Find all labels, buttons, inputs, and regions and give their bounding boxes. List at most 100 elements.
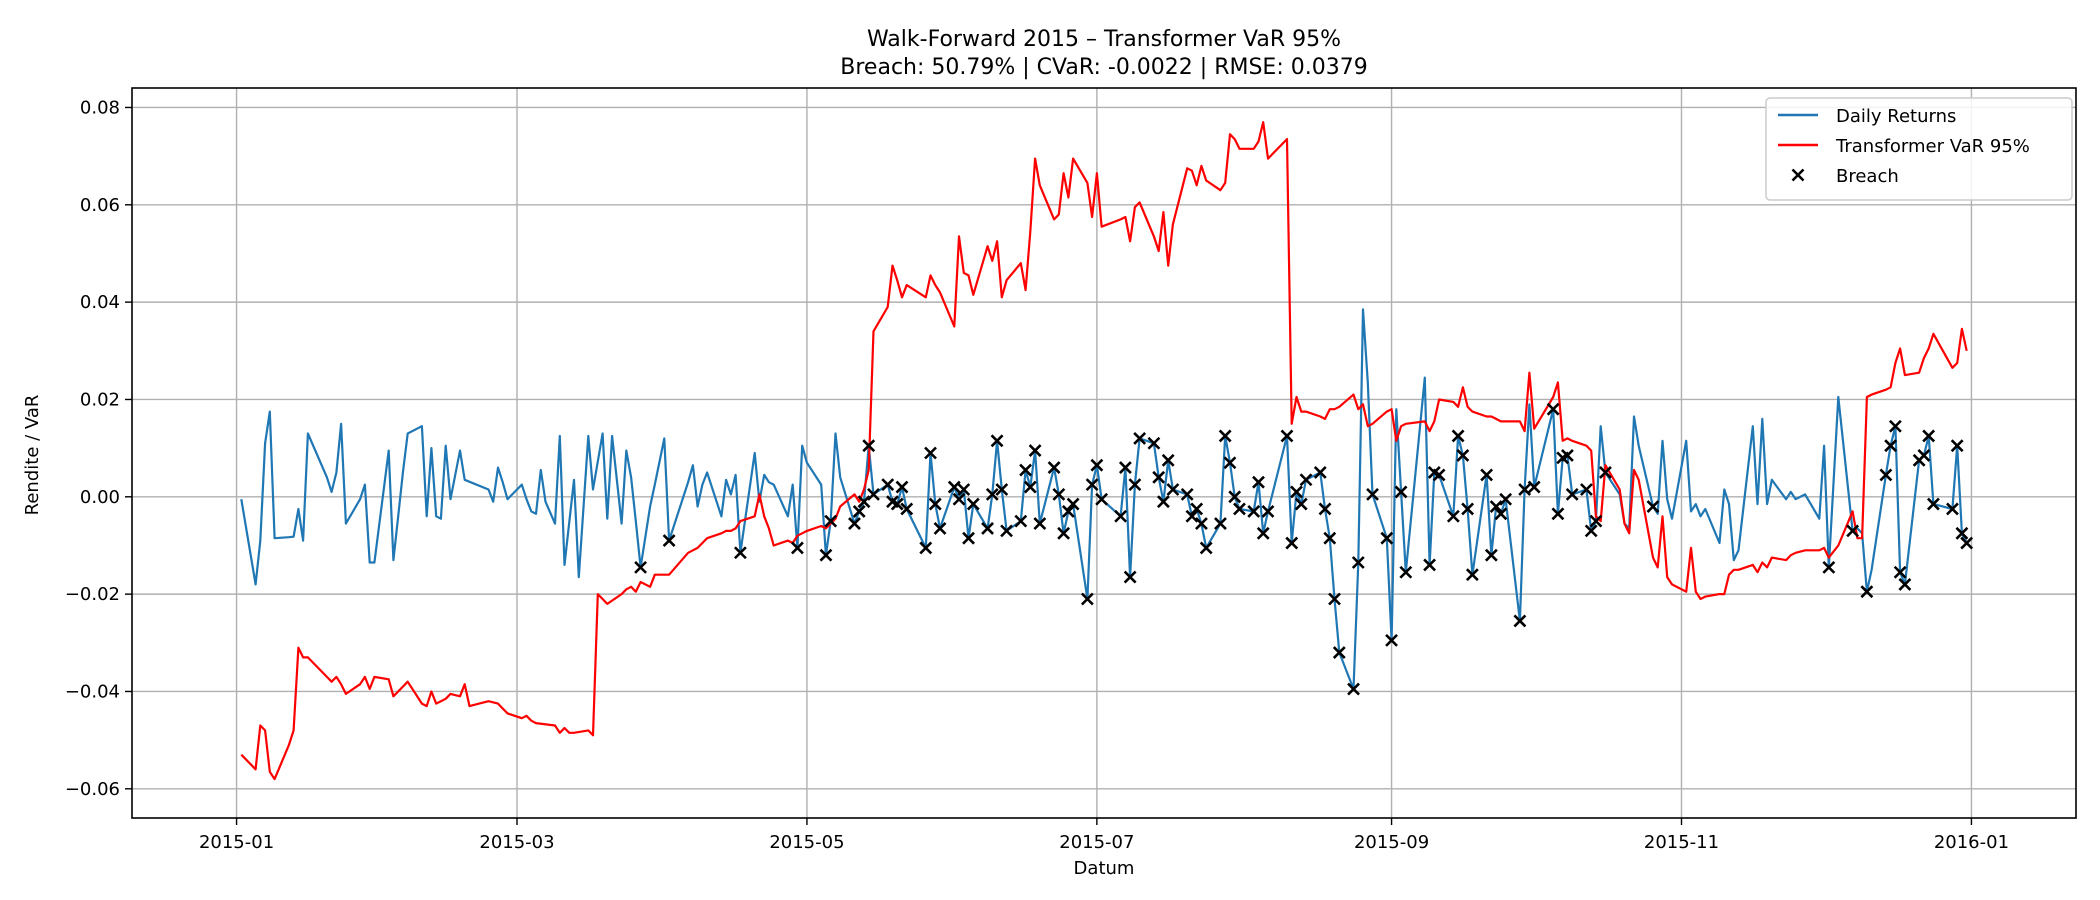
plot-frame bbox=[131, 87, 2077, 819]
breach-marker bbox=[1114, 509, 1128, 523]
breach-marker bbox=[1156, 495, 1170, 509]
legend-label-transformer-var: Transformer VaR 95% bbox=[1835, 136, 2030, 157]
breach-marker bbox=[1893, 565, 1907, 579]
breach-marker bbox=[1152, 470, 1166, 484]
breach-marker bbox=[1399, 565, 1413, 579]
breach-marker bbox=[1280, 429, 1294, 443]
breach-marker bbox=[1294, 497, 1308, 511]
breach-marker bbox=[1884, 439, 1898, 453]
breach-marker bbox=[1565, 487, 1579, 501]
x-tick-label: 2016-01 bbox=[1934, 832, 2009, 853]
breach-marker bbox=[1347, 682, 1360, 696]
breach-marker bbox=[1551, 507, 1565, 521]
y-tick-label: 0.06 bbox=[80, 195, 120, 216]
breach-marker bbox=[1161, 453, 1175, 467]
breach-marker bbox=[1214, 517, 1227, 530]
breach-marker bbox=[981, 522, 994, 535]
breach-marker bbox=[957, 483, 971, 496]
y-tick-label: 0.08 bbox=[80, 97, 120, 118]
breach-marker bbox=[1256, 526, 1270, 540]
breach-marker bbox=[1061, 504, 1075, 518]
breach-marker bbox=[1423, 558, 1436, 572]
breach-marker bbox=[1180, 487, 1194, 501]
breach-marker bbox=[1561, 449, 1574, 462]
breach-marker bbox=[1195, 517, 1208, 530]
breach-marker bbox=[1118, 461, 1132, 475]
breach-marker bbox=[1950, 439, 1964, 453]
breach-marker bbox=[1166, 483, 1180, 496]
breach-marker bbox=[1960, 536, 1974, 550]
breach-marker bbox=[1028, 444, 1042, 457]
breach-marker bbox=[1066, 497, 1080, 511]
breach-marker bbox=[1318, 502, 1332, 516]
breach-marker bbox=[990, 434, 1004, 448]
breach-marker bbox=[966, 497, 980, 511]
y-tick-label: 0.02 bbox=[80, 389, 120, 410]
breach-marker bbox=[1290, 485, 1303, 499]
legend-label-breach: Breach bbox=[1836, 166, 1899, 187]
breach-marker bbox=[1494, 507, 1508, 521]
breach-marker bbox=[1946, 502, 1959, 516]
breach-marker bbox=[1328, 592, 1341, 606]
breach-marker bbox=[824, 514, 838, 528]
breach-marker bbox=[1247, 504, 1261, 518]
breach-marker bbox=[1019, 463, 1032, 477]
breach-marker bbox=[900, 502, 914, 516]
series-layer bbox=[240, 121, 1974, 781]
breach-legend-marker bbox=[1791, 168, 1805, 182]
breach-marker bbox=[1599, 466, 1612, 479]
breach-marker bbox=[1000, 524, 1013, 538]
y-tick-label: −0.06 bbox=[65, 779, 120, 800]
breach-marker bbox=[1518, 483, 1532, 496]
breach-marker bbox=[1432, 468, 1446, 482]
breach-marker bbox=[995, 483, 1009, 496]
y-tick-label: 0.04 bbox=[80, 292, 120, 313]
x-tick-label: 2015-01 bbox=[199, 832, 274, 853]
breach-marker bbox=[1394, 485, 1408, 499]
x-tick-label: 2015-07 bbox=[1059, 832, 1134, 853]
breach-marker bbox=[1351, 556, 1365, 569]
chart-subtitle: Breach: 50.79% | CVaR: -0.0022 | RMSE: 0… bbox=[840, 55, 1367, 80]
breach-marker bbox=[933, 522, 947, 535]
breach-marker bbox=[1095, 492, 1109, 506]
breach-marker bbox=[1147, 436, 1161, 450]
breach-marker bbox=[848, 517, 861, 530]
breach-marker bbox=[1199, 541, 1213, 555]
breach-marker bbox=[1898, 577, 1912, 591]
breach-marker bbox=[895, 480, 909, 494]
breach-marker bbox=[1580, 483, 1593, 496]
breach-marker bbox=[1917, 449, 1931, 462]
x-tick-label: 2015-05 bbox=[769, 832, 844, 853]
y-tick-label: −0.02 bbox=[65, 584, 120, 605]
y-tick-label: −0.04 bbox=[65, 681, 120, 702]
grid bbox=[132, 88, 2076, 818]
legend: Daily Returns Transformer VaR 95% Breach bbox=[1765, 97, 2073, 201]
breach-marker bbox=[1228, 490, 1242, 504]
breach-marker bbox=[890, 497, 904, 511]
series-points-breach bbox=[634, 402, 1974, 696]
breach-marker bbox=[947, 480, 961, 494]
breach-marker bbox=[1456, 449, 1470, 462]
breach-marker bbox=[1446, 509, 1460, 523]
axes: 2015-01 2015-03 2015-05 2015-07 2015-09 2015-… bbox=[65, 87, 2077, 853]
series-line-daily-returns bbox=[240, 308, 1968, 691]
breach-marker bbox=[1489, 500, 1503, 513]
breach-marker bbox=[1085, 478, 1099, 492]
breach-marker bbox=[1584, 524, 1598, 538]
breach-marker bbox=[1513, 614, 1527, 628]
breach-marker bbox=[662, 534, 676, 548]
x-axis-label: Datum bbox=[1074, 858, 1135, 879]
breach-marker bbox=[733, 546, 747, 560]
breach-marker bbox=[1313, 466, 1327, 479]
y-tick-label: 0.00 bbox=[80, 487, 120, 508]
breach-marker bbox=[852, 504, 866, 518]
breach-marker bbox=[1461, 502, 1475, 516]
breach-marker bbox=[857, 495, 871, 509]
breach-marker bbox=[1261, 504, 1275, 518]
breach-marker bbox=[1323, 531, 1337, 545]
breach-marker bbox=[1052, 487, 1066, 501]
breach-marker bbox=[1860, 585, 1874, 599]
breach-marker bbox=[1285, 536, 1299, 550]
legend-frame bbox=[1765, 97, 2073, 201]
